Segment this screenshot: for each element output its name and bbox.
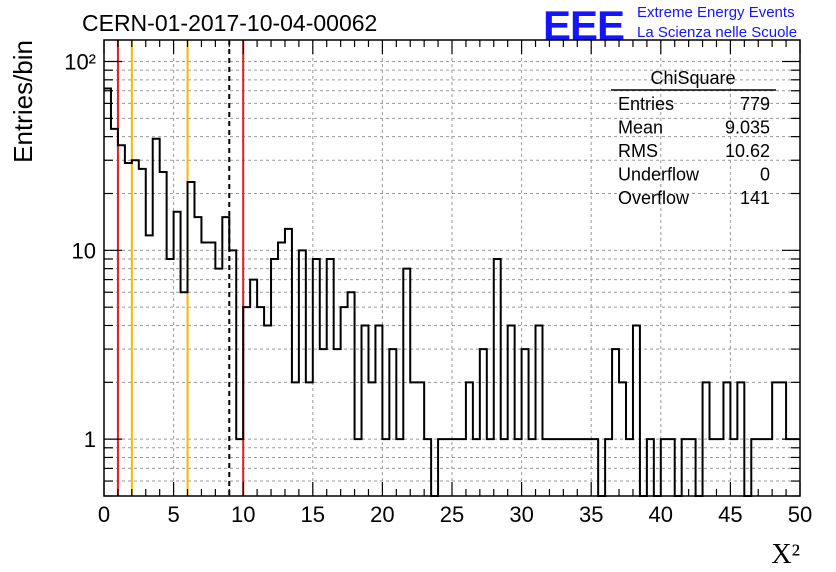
stats-row: Overflow 141 — [618, 188, 770, 208]
axis-ticks — [103, 40, 801, 497]
x-axis-label: X² — [771, 539, 800, 570]
stats-row-label: Mean — [618, 118, 663, 138]
y-tick-label: 1 — [84, 427, 96, 452]
stats-row-label: Overflow — [618, 188, 690, 208]
grid-lines — [103, 40, 801, 497]
stats-row: Underflow 0 — [618, 165, 770, 185]
x-tick-label: 10 — [231, 502, 255, 527]
stats-box: ChiSquare Entries 779 Mean 9.035 RMS 10.62 Und… — [611, 68, 776, 208]
x-tick-label: 0 — [98, 502, 110, 527]
x-tick-label: 35 — [579, 502, 603, 527]
stats-row-label: Underflow — [618, 165, 700, 185]
x-tick-label: 30 — [509, 502, 533, 527]
stats-row: Entries 779 — [618, 94, 770, 114]
eee-logo: EEE — [543, 2, 625, 49]
x-tick-label: 15 — [301, 502, 325, 527]
stats-row-value: 10.62 — [725, 141, 770, 161]
plot-title: CERN-01-2017-10-04-00062 — [82, 10, 378, 36]
x-tick-label: 25 — [440, 502, 464, 527]
x-tick-label: 45 — [718, 502, 742, 527]
stats-title: ChiSquare — [650, 68, 735, 88]
y-tick-label: 10² — [64, 50, 96, 75]
logo-subtitle-1: Extreme Energy Events — [637, 4, 795, 21]
stats-row-value: 141 — [740, 188, 770, 208]
stats-row-label: RMS — [618, 141, 658, 161]
y-axis-label: Entries/bin — [8, 40, 38, 163]
x-tick-labels: 0 5 10 15 20 25 30 35 40 45 50 — [98, 502, 812, 527]
x-tick-label: 20 — [370, 502, 394, 527]
stats-row: RMS 10.62 — [618, 141, 770, 161]
x-tick-label: 5 — [167, 502, 179, 527]
stats-row-value: 0 — [760, 165, 770, 185]
x-tick-label: 50 — [788, 502, 812, 527]
stats-row-label: Entries — [618, 94, 674, 114]
stats-row-value: 779 — [740, 94, 770, 114]
stats-row: Mean 9.035 — [618, 118, 770, 138]
histogram-step-line — [104, 87, 800, 497]
logo-subtitle-2: La Scienza nelle Scuole — [637, 24, 798, 41]
stats-row-value: 9.035 — [725, 118, 770, 138]
y-tick-labels: 1 10 10² — [64, 50, 96, 453]
x-tick-label: 40 — [649, 502, 673, 527]
y-tick-label: 10 — [72, 238, 96, 263]
